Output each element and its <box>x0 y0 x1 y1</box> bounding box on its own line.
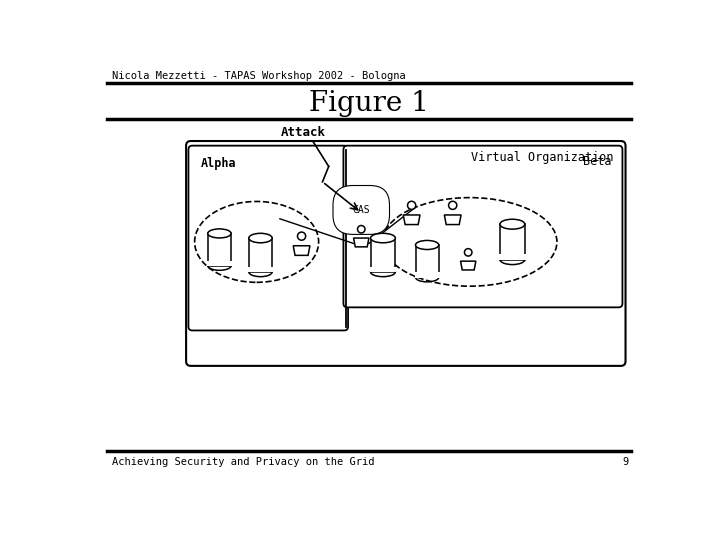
Polygon shape <box>444 215 461 225</box>
Text: Virtual Organization: Virtual Organization <box>471 151 613 164</box>
Text: Alpha: Alpha <box>201 157 236 170</box>
FancyBboxPatch shape <box>189 146 348 330</box>
Text: Attack: Attack <box>281 126 325 139</box>
Text: Beta: Beta <box>583 155 611 168</box>
Circle shape <box>449 201 456 210</box>
Polygon shape <box>403 215 420 225</box>
Circle shape <box>358 226 365 233</box>
Text: CAS: CAS <box>352 205 370 215</box>
Bar <box>371 238 395 272</box>
Circle shape <box>408 201 415 210</box>
Bar <box>208 233 231 266</box>
Polygon shape <box>354 238 369 247</box>
FancyBboxPatch shape <box>343 146 622 307</box>
Ellipse shape <box>208 229 231 238</box>
Ellipse shape <box>415 240 438 249</box>
Circle shape <box>464 248 472 256</box>
Ellipse shape <box>371 233 395 243</box>
Text: Achieving Security and Privacy on the Grid: Achieving Security and Privacy on the Gr… <box>112 457 374 467</box>
Bar <box>499 254 526 260</box>
Bar <box>370 267 396 272</box>
Polygon shape <box>461 261 476 270</box>
Circle shape <box>297 232 306 240</box>
FancyBboxPatch shape <box>186 141 626 366</box>
Bar <box>248 267 273 272</box>
Bar <box>207 261 232 266</box>
Bar <box>415 272 439 278</box>
Ellipse shape <box>500 219 525 229</box>
Ellipse shape <box>249 233 272 243</box>
Text: 9: 9 <box>622 457 629 467</box>
Bar <box>415 245 438 278</box>
Text: Figure 1: Figure 1 <box>309 90 429 117</box>
Bar <box>249 238 272 272</box>
Polygon shape <box>293 246 310 255</box>
Text: Nicola Mezzetti - TAPAS Workshop 2002 - Bologna: Nicola Mezzetti - TAPAS Workshop 2002 - … <box>112 71 405 80</box>
Bar <box>500 224 525 260</box>
